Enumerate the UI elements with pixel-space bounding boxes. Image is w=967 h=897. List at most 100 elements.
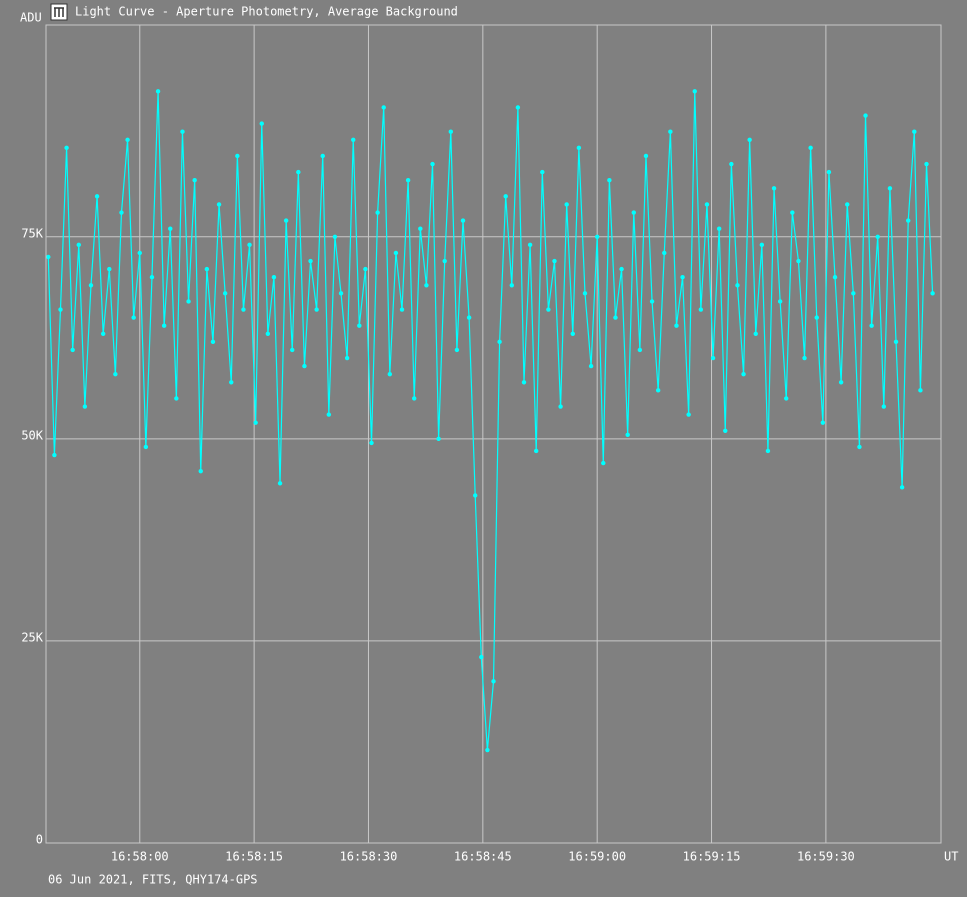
data-point bbox=[875, 234, 880, 239]
data-point bbox=[186, 299, 191, 304]
data-point bbox=[52, 452, 57, 458]
chart-title: Light Curve - Aperture Photometry, Avera… bbox=[75, 5, 458, 19]
data-point bbox=[899, 485, 905, 490]
data-point bbox=[686, 412, 691, 417]
data-point bbox=[460, 218, 466, 223]
data-point bbox=[735, 283, 740, 288]
plot-border bbox=[45, 24, 942, 844]
data-point bbox=[399, 307, 405, 312]
data-point bbox=[192, 177, 197, 183]
data-point bbox=[448, 129, 454, 134]
data-point bbox=[570, 331, 575, 336]
data-point bbox=[357, 323, 362, 328]
data-point bbox=[552, 258, 557, 264]
data-point bbox=[588, 363, 594, 369]
data-point bbox=[271, 274, 277, 280]
data-point bbox=[442, 258, 447, 264]
data-point bbox=[479, 654, 484, 660]
data-point bbox=[655, 388, 661, 393]
data-point bbox=[430, 161, 435, 167]
data-point bbox=[70, 347, 75, 353]
y-tick-label: 25K bbox=[21, 630, 43, 644]
data-point bbox=[918, 388, 923, 393]
data-point bbox=[168, 226, 173, 231]
y-tick-label: 0 bbox=[36, 833, 43, 847]
data-point bbox=[143, 444, 149, 450]
data-point bbox=[308, 258, 313, 264]
data-point bbox=[485, 747, 490, 753]
app-icon-glyph bbox=[54, 7, 64, 17]
data-point bbox=[119, 210, 124, 215]
data-point bbox=[332, 234, 338, 239]
data-point bbox=[100, 331, 106, 336]
data-point bbox=[759, 242, 765, 248]
data-point bbox=[369, 440, 374, 446]
data-point bbox=[869, 323, 874, 328]
data-point bbox=[497, 339, 502, 345]
data-point bbox=[808, 145, 813, 151]
data-point bbox=[680, 274, 685, 280]
data-point bbox=[198, 468, 203, 474]
data-point bbox=[405, 177, 411, 183]
data-point bbox=[137, 250, 142, 256]
footer: 06 Jun 2021, FITS, QHY174-GPS bbox=[48, 873, 258, 887]
data-point bbox=[546, 307, 551, 312]
data-point bbox=[619, 266, 624, 272]
data-point bbox=[466, 315, 472, 320]
data-point bbox=[662, 250, 667, 256]
data-point bbox=[46, 254, 51, 260]
data-point bbox=[710, 355, 716, 361]
data-point bbox=[601, 460, 606, 466]
data-point bbox=[637, 347, 643, 353]
data-point bbox=[241, 307, 246, 312]
y-tick-label: 50K bbox=[21, 428, 43, 442]
data-point bbox=[424, 283, 429, 288]
data-point bbox=[412, 396, 417, 401]
data-point bbox=[912, 129, 917, 134]
data-point bbox=[777, 299, 783, 304]
data-point bbox=[320, 153, 325, 159]
data-point bbox=[363, 266, 368, 272]
data-point bbox=[265, 331, 271, 336]
data-point bbox=[375, 210, 380, 215]
data-point bbox=[582, 291, 588, 296]
data-point bbox=[204, 266, 210, 272]
data-point bbox=[643, 153, 649, 159]
data-point bbox=[381, 105, 386, 110]
data-point bbox=[594, 234, 600, 239]
data-point bbox=[253, 420, 258, 425]
data-point bbox=[338, 291, 344, 296]
data-point bbox=[351, 137, 356, 142]
data-point bbox=[930, 291, 935, 296]
x-tick-label: 16:59:15 bbox=[683, 850, 741, 864]
data-point bbox=[436, 436, 441, 442]
data-point bbox=[558, 404, 563, 409]
data-point bbox=[723, 428, 728, 433]
data-point bbox=[247, 242, 252, 248]
data-point bbox=[753, 331, 758, 336]
data-point bbox=[649, 299, 655, 304]
data-point bbox=[387, 371, 393, 377]
data-point bbox=[747, 137, 752, 142]
data-point bbox=[533, 448, 539, 454]
data-point bbox=[503, 194, 508, 199]
data-point bbox=[393, 250, 399, 256]
data-line bbox=[47, 91, 934, 751]
data-point bbox=[473, 493, 478, 498]
data-point bbox=[235, 153, 240, 159]
data-point bbox=[509, 283, 514, 288]
data-point bbox=[741, 371, 746, 377]
data-point bbox=[527, 242, 533, 248]
data-point bbox=[82, 404, 88, 409]
data-point bbox=[814, 315, 819, 320]
data-point bbox=[924, 161, 929, 167]
x-tick-label: 16:58:15 bbox=[225, 850, 283, 864]
data-point bbox=[229, 380, 234, 385]
data-point bbox=[857, 444, 862, 450]
data-point bbox=[729, 161, 734, 167]
data-point bbox=[344, 355, 350, 361]
x-tick-label: 16:59:30 bbox=[797, 850, 855, 864]
x-axis-label: UT bbox=[944, 850, 958, 864]
